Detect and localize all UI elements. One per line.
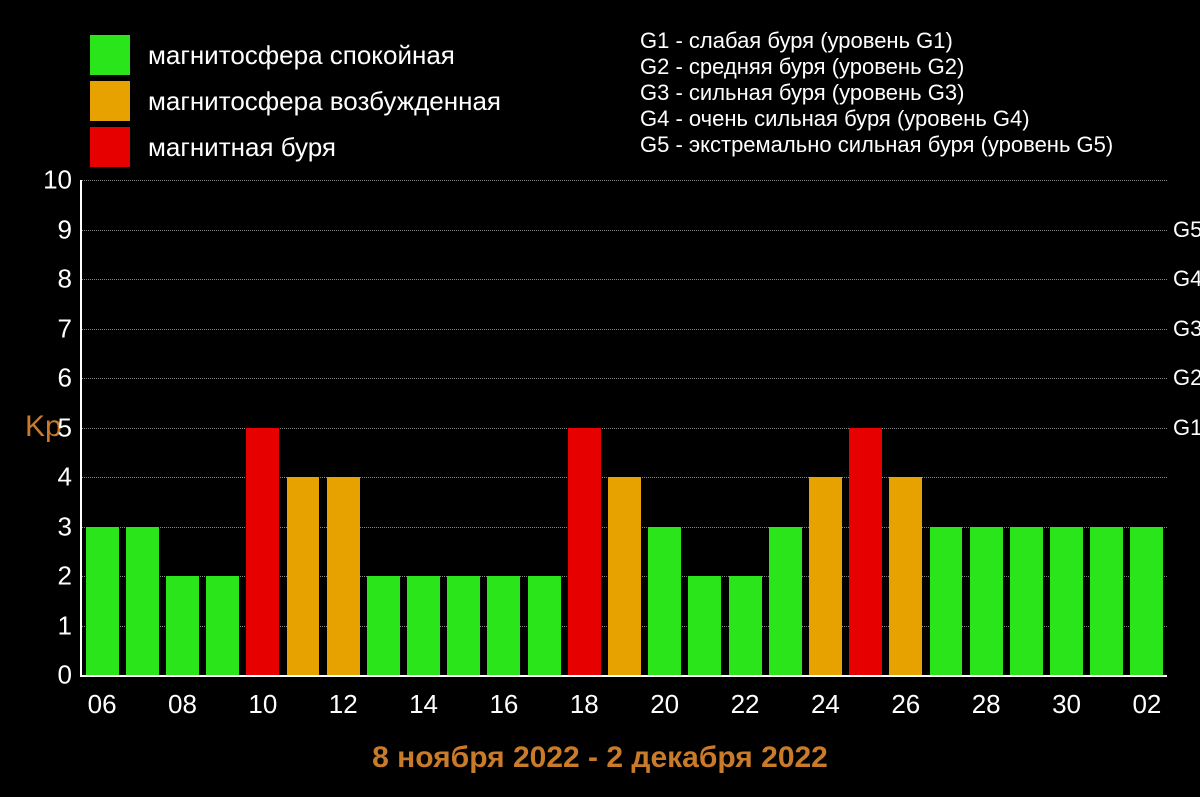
x-tick-label: 24: [811, 689, 840, 720]
y-tick-label: 1: [32, 610, 72, 641]
legend-swatch: [90, 81, 130, 121]
g-level-line: G5 - экстремально сильная буря (уровень …: [640, 132, 1113, 158]
g-tick-label: G2: [1173, 365, 1200, 391]
gridline: [82, 329, 1167, 330]
gridline: [82, 279, 1167, 280]
g-tick-label: G1: [1173, 415, 1200, 441]
y-tick-label: 6: [32, 363, 72, 394]
g-tick-label: G3: [1173, 316, 1200, 342]
x-tick-label: 14: [409, 689, 438, 720]
bar: [246, 428, 279, 676]
g-tick-label: G4: [1173, 266, 1200, 292]
gridline: [82, 428, 1167, 429]
bar: [327, 477, 360, 675]
legend-item: магнитная буря: [90, 127, 501, 167]
y-tick-label: 10: [32, 165, 72, 196]
bar: [1050, 527, 1083, 676]
bar: [648, 527, 681, 676]
g-level-line: G4 - очень сильная буря (уровень G4): [640, 106, 1113, 132]
bar: [86, 527, 119, 676]
legend-swatch: [90, 127, 130, 167]
bar: [970, 527, 1003, 676]
x-tick-label: 18: [570, 689, 599, 720]
g-tick-label: G5: [1173, 217, 1200, 243]
gridline: [82, 180, 1167, 181]
x-tick-label: 22: [731, 689, 760, 720]
x-tick-label: 10: [248, 689, 277, 720]
bar: [930, 527, 963, 676]
legend-label: магнитная буря: [148, 127, 336, 167]
g-level-line: G1 - слабая буря (уровень G1): [640, 28, 1113, 54]
x-tick-label: 20: [650, 689, 679, 720]
bar: [769, 527, 802, 676]
y-tick-label: 9: [32, 214, 72, 245]
bar: [688, 576, 721, 675]
bar: [729, 576, 762, 675]
x-tick-label: 12: [329, 689, 358, 720]
bar: [528, 576, 561, 675]
bar: [889, 477, 922, 675]
bar: [487, 576, 520, 675]
bar: [849, 428, 882, 676]
y-tick-label: 4: [32, 462, 72, 493]
legend-item: магнитосфера возбужденная: [90, 81, 501, 121]
bar: [1130, 527, 1163, 676]
bar: [166, 576, 199, 675]
y-tick-label: 2: [32, 561, 72, 592]
y-tick-label: 3: [32, 511, 72, 542]
legend-label: магнитосфера спокойная: [148, 35, 455, 75]
y-tick-label: 7: [32, 313, 72, 344]
bar: [447, 576, 480, 675]
bar: [1010, 527, 1043, 676]
legend-swatch: [90, 35, 130, 75]
bar: [407, 576, 440, 675]
y-tick-label: 5: [32, 412, 72, 443]
x-tick-label: 30: [1052, 689, 1081, 720]
legend-label: магнитосфера возбужденная: [148, 81, 501, 121]
bar: [568, 428, 601, 676]
bar: [367, 576, 400, 675]
x-tick-label: 06: [88, 689, 117, 720]
bar: [206, 576, 239, 675]
x-tick-label: 08: [168, 689, 197, 720]
legend-colors: магнитосфера спокойная магнитосфера возбу…: [90, 35, 501, 173]
bar: [809, 477, 842, 675]
chart-area: 012345678910G1G2G3G4G5060810121416182022…: [80, 180, 1167, 677]
g-level-line: G3 - сильная буря (уровень G3): [640, 80, 1113, 106]
gridline: [82, 378, 1167, 379]
y-tick-label: 0: [32, 660, 72, 691]
g-level-line: G2 - средняя буря (уровень G2): [640, 54, 1113, 80]
x-tick-label: 26: [891, 689, 920, 720]
x-tick-label: 28: [972, 689, 1001, 720]
chart-container: магнитосфера спокойная магнитосфера возбу…: [0, 0, 1200, 797]
legend-item: магнитосфера спокойная: [90, 35, 501, 75]
bar: [287, 477, 320, 675]
gridline: [82, 230, 1167, 231]
y-tick-label: 8: [32, 264, 72, 295]
x-axis-label: 8 ноября 2022 - 2 декабря 2022: [0, 741, 1200, 775]
x-tick-label: 16: [489, 689, 518, 720]
x-tick-label: 02: [1132, 689, 1161, 720]
bar: [608, 477, 641, 675]
legend-g-levels: G1 - слабая буря (уровень G1)G2 - средня…: [640, 28, 1113, 158]
bar: [1090, 527, 1123, 676]
bar: [126, 527, 159, 676]
